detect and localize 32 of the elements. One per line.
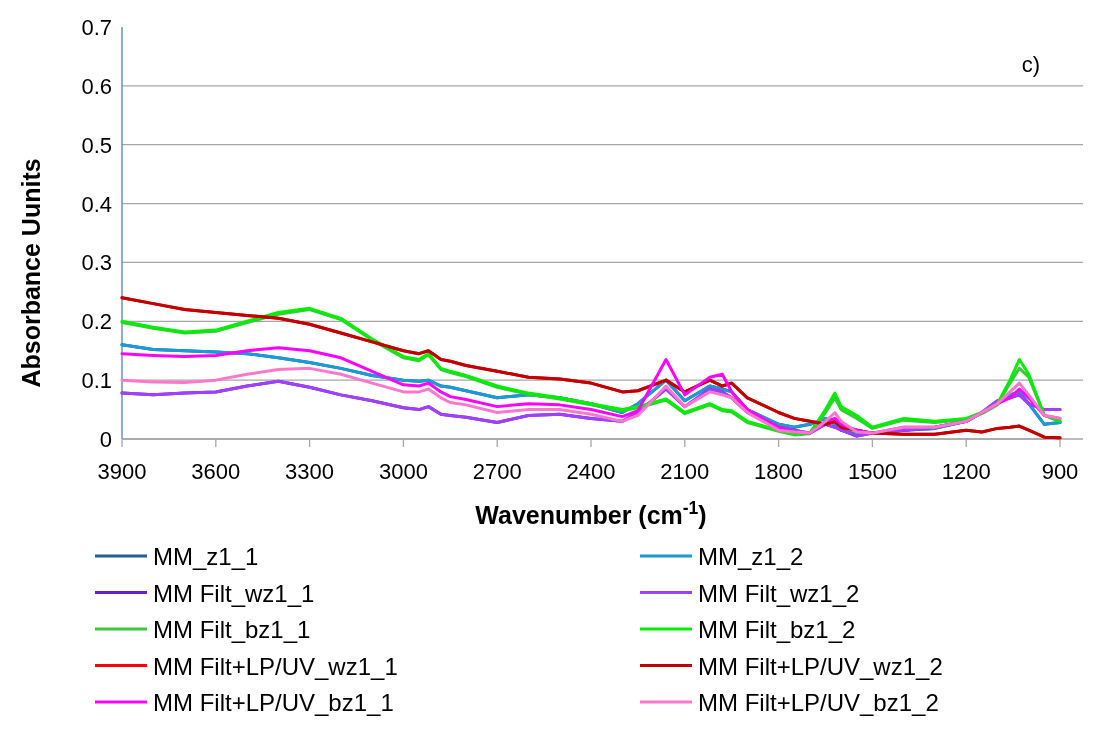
legend-label: MM Filt_wz1_2 [698, 579, 860, 607]
x-tick-label: 2100 [660, 459, 710, 484]
legend-label: MM_z1_2 [698, 543, 804, 570]
y-tick-label: 0.4 [81, 191, 112, 217]
legend-label: MM Filt_wz1_1 [153, 579, 315, 607]
y-tick-label: 0.6 [81, 73, 112, 99]
legend-label: MM Filt+LP/UV_bz1_2 [698, 689, 939, 716]
y-tick-label: 0 [99, 427, 112, 452]
x-tick-label: 900 [1041, 459, 1079, 484]
legend-label: MM_z1_1 [153, 543, 259, 570]
y-axis-title: Absorbance Uunits [17, 158, 45, 388]
legend-label: MM Filt_bz1_1 [153, 616, 311, 643]
x-tick-label: 3000 [378, 459, 428, 484]
x-tick-label: 1500 [847, 459, 897, 484]
y-tick-label: 0.5 [81, 132, 112, 158]
legend-label: MM Filt+LP/UV_wz1_2 [698, 652, 943, 680]
x-tick-label: 1800 [754, 459, 804, 484]
y-tick-label: 0.3 [81, 250, 112, 276]
x-tick-label: 2700 [472, 459, 522, 484]
x-tick-label: 1200 [941, 459, 991, 484]
y-tick-label: 0.2 [81, 309, 112, 335]
legend-label: MM Filt+LP/UV_bz1_1 [153, 689, 394, 716]
legend-label: MM Filt_bz1_2 [698, 616, 856, 643]
x-axis-title: Wavenumber (cm$^{-1}$) [475, 498, 707, 529]
annotation: c) [1021, 52, 1040, 77]
y-tick-label: 0.7 [81, 15, 112, 40]
legend-label: MM Filt+LP/UV_wz1_1 [153, 652, 398, 680]
x-tick-label: 3900 [97, 459, 147, 484]
y-tick-label: 0.1 [81, 368, 112, 394]
x-tick-label: 3600 [191, 459, 241, 484]
x-tick-label: 3300 [285, 459, 335, 484]
x-tick-label: 2400 [566, 459, 616, 484]
